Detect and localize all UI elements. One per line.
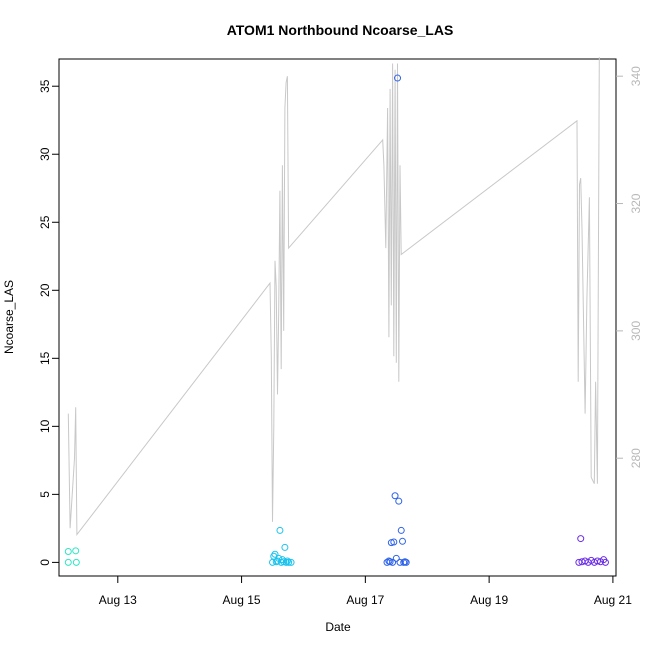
data-point: [391, 492, 399, 500]
x-axis-label: Date: [325, 620, 351, 634]
x-tick-label: Aug 13: [99, 593, 137, 607]
y2-tick-label: 300: [629, 321, 643, 341]
x-tick-label: Aug 21: [594, 593, 632, 607]
y-tick-label: 30: [38, 147, 52, 161]
data-point: [281, 543, 289, 551]
data-point: [395, 497, 403, 505]
data-point: [397, 526, 405, 534]
data-point: [64, 558, 72, 566]
series-lines: [67, 57, 600, 537]
chart-title: ATOM1 Northbound Ncoarse_LAS: [227, 22, 454, 38]
series-points: [64, 74, 609, 566]
x-tick-label: Aug 15: [223, 593, 261, 607]
y-axis-label: Ncoarse_LAS: [2, 280, 16, 354]
data-point: [389, 558, 397, 566]
y-tick-label: 10: [38, 419, 52, 433]
data-point: [402, 558, 410, 566]
data-point: [287, 558, 295, 566]
data-point: [64, 548, 72, 556]
plot-area-frame: [58, 58, 617, 577]
x-axis: Aug 13 Aug 15 Aug 17 Aug 19 Aug 21: [99, 576, 632, 607]
data-point: [72, 558, 80, 566]
series-line: [67, 57, 600, 537]
y-tick-label: 35: [38, 79, 52, 93]
y2-axis: 280 300 320 340: [616, 66, 643, 468]
data-point: [282, 558, 290, 566]
y-tick-label: 25: [38, 215, 52, 229]
x-tick-label: Aug 19: [470, 593, 508, 607]
y2-tick-label: 320: [629, 193, 643, 213]
data-point: [72, 547, 80, 555]
data-point: [390, 538, 398, 546]
data-point: [398, 537, 406, 545]
y-tick-label: 20: [38, 283, 52, 297]
data-point: [271, 550, 279, 558]
data-point: [276, 526, 284, 534]
y2-tick-label: 340: [629, 66, 643, 86]
y-tick-label: 0: [38, 559, 52, 566]
data-point: [285, 558, 293, 566]
data-point: [283, 557, 291, 565]
y2-tick-label: 280: [629, 448, 643, 468]
data-point: [394, 74, 402, 82]
data-point: [601, 558, 609, 566]
data-point: [577, 535, 585, 543]
y-axis: 0 5 10 15 20 25 30 35: [38, 79, 59, 566]
x-tick-label: Aug 17: [346, 593, 384, 607]
y-tick-label: 15: [38, 351, 52, 365]
y-tick-label: 5: [38, 491, 52, 498]
data-point: [392, 554, 400, 562]
